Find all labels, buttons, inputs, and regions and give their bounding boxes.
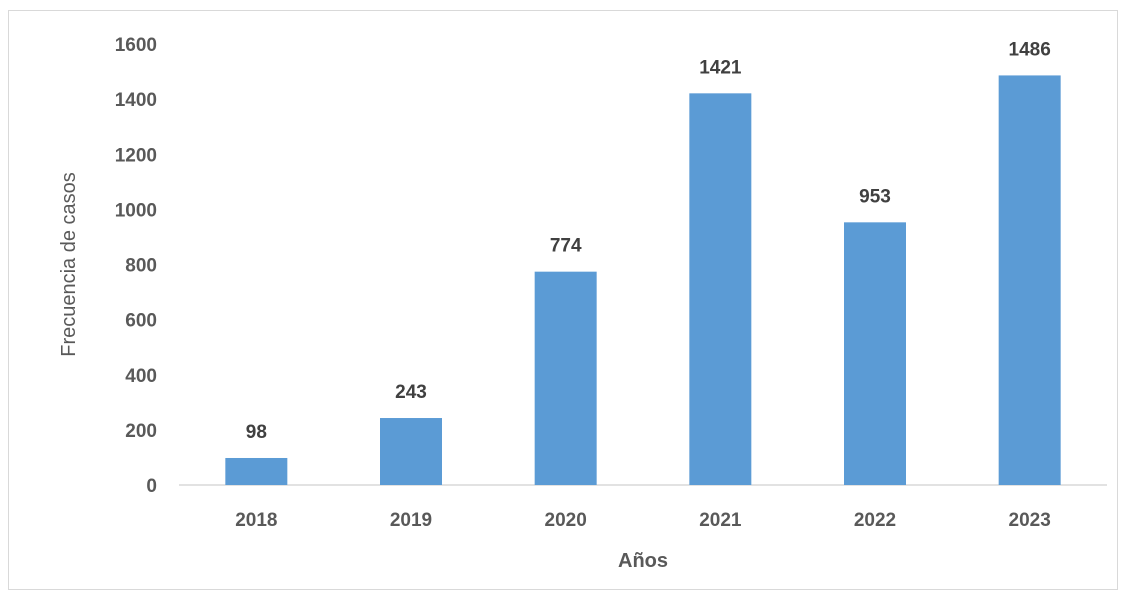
x-axis-ticks: 2018 2019 2020 2021 2022 2023 bbox=[235, 510, 1051, 531]
x-axis-title: Años bbox=[618, 550, 668, 572]
y-tick-label: 1400 bbox=[115, 90, 157, 111]
bar-2019 bbox=[380, 418, 442, 485]
x-tick-label: 2019 bbox=[390, 510, 432, 531]
data-label-2022: 953 bbox=[859, 186, 891, 207]
y-tick-label: 1200 bbox=[115, 145, 157, 166]
bar-2018 bbox=[225, 457, 288, 485]
bars bbox=[225, 75, 1061, 485]
x-tick-label: 2020 bbox=[545, 510, 587, 531]
y-tick-label: 200 bbox=[125, 421, 157, 442]
y-tick-label: 0 bbox=[146, 476, 157, 497]
x-tick-label: 2018 bbox=[235, 510, 277, 531]
bar-2020 bbox=[534, 271, 597, 485]
data-label-2019: 243 bbox=[395, 382, 427, 403]
data-labels: 98 243 774 1421 953 1486 bbox=[246, 39, 1051, 443]
y-tick-label: 400 bbox=[125, 366, 157, 387]
y-tick-label: 1000 bbox=[115, 200, 157, 221]
y-axis-ticks: 0 200 400 600 800 1000 1200 1400 1600 bbox=[115, 35, 157, 497]
data-label-2023: 1486 bbox=[1009, 39, 1051, 60]
bar-2022 bbox=[844, 222, 906, 485]
x-tick-label: 2023 bbox=[1009, 510, 1051, 531]
y-tick-label: 1600 bbox=[115, 35, 157, 56]
bar-chart: 0 200 400 600 800 1000 1200 1400 1600 98 243 774 14… bbox=[58, 35, 1107, 572]
y-tick-label: 600 bbox=[125, 311, 157, 332]
data-label-2021: 1421 bbox=[699, 57, 742, 78]
y-tick-label: 800 bbox=[125, 256, 157, 277]
bar-2023 bbox=[998, 75, 1061, 485]
bar-2021 bbox=[689, 93, 752, 485]
data-label-2020: 774 bbox=[550, 236, 582, 257]
data-label-2018: 98 bbox=[246, 422, 267, 443]
y-axis-title: Frecuencia de casos bbox=[58, 172, 80, 357]
chart-frame: 0 200 400 600 800 1000 1200 1400 1600 98 243 774 14… bbox=[8, 10, 1118, 590]
x-tick-label: 2021 bbox=[699, 510, 742, 531]
x-tick-label: 2022 bbox=[854, 510, 896, 531]
